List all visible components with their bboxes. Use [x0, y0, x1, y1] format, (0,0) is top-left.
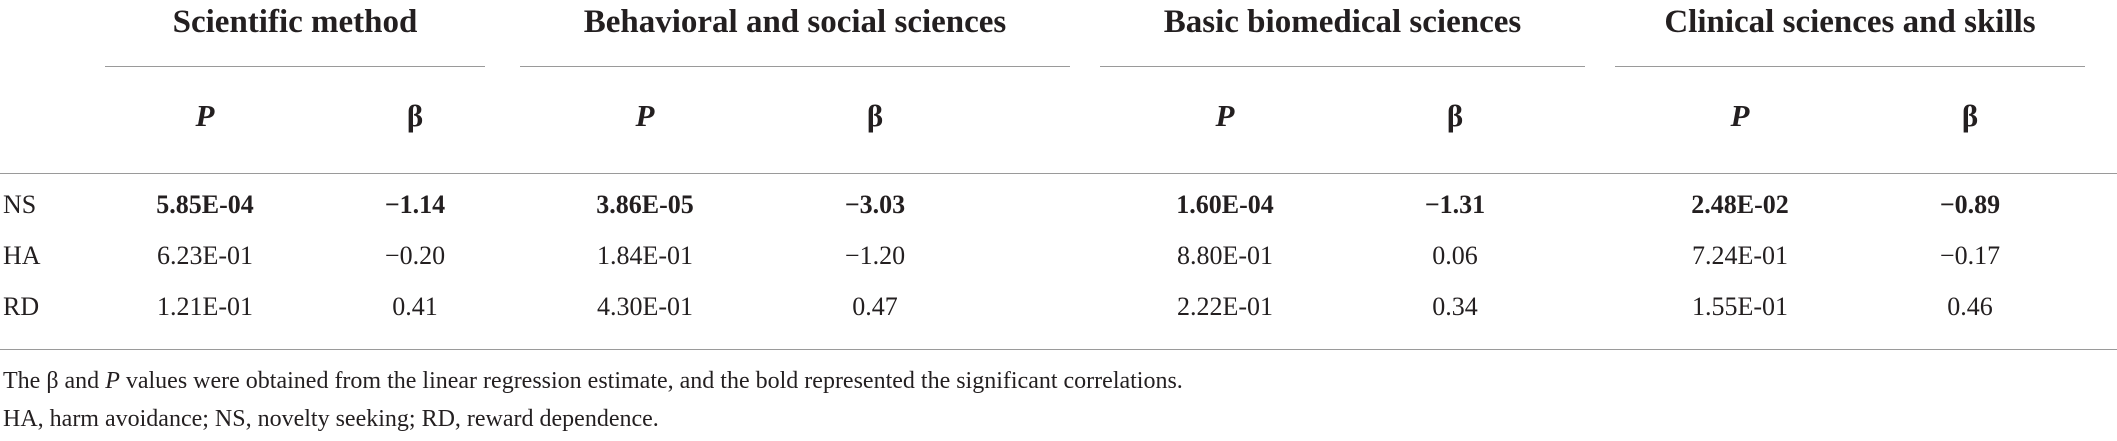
- table-cell: 6.23E-01: [156, 241, 254, 270]
- table-cell: 2.22E-01: [1176, 292, 1274, 321]
- table-cell: 0.46: [1947, 292, 1993, 321]
- group-title-scientific-method: Scientific method: [172, 4, 418, 40]
- table-cell: 5.85E-04: [156, 190, 254, 219]
- table-cell: 2.48E-02: [1691, 190, 1789, 219]
- subhead-p: P: [195, 98, 215, 133]
- table-cell: 1.21E-01: [156, 292, 254, 321]
- header-rule: [0, 173, 2117, 174]
- table-cell: 1.60E-04: [1176, 190, 1274, 219]
- table-cell: 1.84E-01: [596, 241, 694, 270]
- subhead-p: P: [1215, 98, 1235, 133]
- footnote-abbreviations: HA, harm avoidance; NS, novelty seeking;…: [3, 406, 659, 432]
- table-cell: 0.41: [392, 292, 438, 321]
- group-title-clinical-sciences-skills: Clinical sciences and skills: [1664, 4, 2036, 40]
- subhead-p: P: [635, 98, 655, 133]
- subhead-beta: β: [1446, 98, 1464, 133]
- group-underline: [105, 66, 485, 67]
- table-cell: 4.30E-01: [596, 292, 694, 321]
- footer-rule: [0, 349, 2117, 350]
- table-cell: 3.86E-05: [596, 190, 694, 219]
- group-title-basic-biomedical-sciences: Basic biomedical sciences: [1163, 4, 1522, 40]
- row-label-rd: RD: [3, 292, 40, 321]
- table-cell: −0.20: [384, 241, 446, 270]
- group-underline: [1615, 66, 2085, 67]
- footnote-p-symbol: P: [105, 368, 120, 394]
- subhead-p: P: [1730, 98, 1750, 133]
- subhead-beta: β: [406, 98, 424, 133]
- subhead-beta: β: [1961, 98, 1979, 133]
- footnote-significance: The β and P values were obtained from th…: [3, 364, 1183, 398]
- table-cell: 7.24E-01: [1691, 241, 1789, 270]
- table-cell: 0.06: [1432, 241, 1478, 270]
- table-cell: −3.03: [844, 190, 906, 219]
- group-title-behavioral-social-sciences: Behavioral and social sciences: [583, 4, 1007, 40]
- footnote-text: values were obtained from the linear reg…: [119, 368, 1183, 394]
- table-cell: 0.34: [1432, 292, 1478, 321]
- subhead-beta: β: [866, 98, 884, 133]
- table-cell: 8.80E-01: [1176, 241, 1274, 270]
- group-underline: [520, 66, 1070, 67]
- table-cell: −1.20: [844, 241, 906, 270]
- table-cell: −1.14: [384, 190, 446, 219]
- table-cell: 0.47: [852, 292, 898, 321]
- footnote-text: The β and: [3, 368, 106, 394]
- row-label-ns: NS: [3, 190, 37, 219]
- table-cell: 1.55E-01: [1691, 292, 1789, 321]
- table-cell: −0.17: [1939, 241, 2001, 270]
- table-cell: −1.31: [1424, 190, 1486, 219]
- row-label-ha: HA: [3, 241, 41, 270]
- group-underline: [1100, 66, 1585, 67]
- table-cell: −0.89: [1939, 190, 2001, 219]
